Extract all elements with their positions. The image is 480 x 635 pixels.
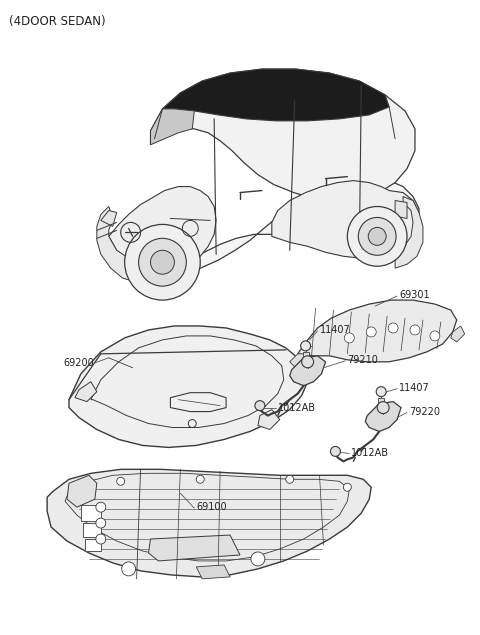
Text: 69200: 69200 (63, 358, 94, 368)
Circle shape (96, 534, 106, 544)
Circle shape (255, 401, 265, 411)
Polygon shape (298, 300, 457, 362)
Polygon shape (290, 356, 325, 385)
Circle shape (196, 476, 204, 483)
Circle shape (388, 323, 398, 333)
Polygon shape (69, 326, 308, 448)
Text: 69100: 69100 (196, 502, 227, 512)
Circle shape (151, 250, 174, 274)
Polygon shape (258, 410, 280, 429)
Polygon shape (101, 210, 117, 227)
Circle shape (139, 238, 186, 286)
Circle shape (251, 552, 265, 566)
Polygon shape (151, 109, 194, 145)
Circle shape (122, 562, 136, 576)
Polygon shape (109, 178, 419, 276)
Polygon shape (290, 354, 308, 368)
Text: 1012AB: 1012AB (351, 448, 389, 458)
Circle shape (96, 502, 106, 512)
Polygon shape (75, 382, 97, 401)
Polygon shape (196, 565, 230, 579)
Polygon shape (378, 398, 384, 410)
Circle shape (348, 206, 407, 266)
Polygon shape (83, 523, 101, 537)
Polygon shape (109, 187, 216, 272)
Text: 79210: 79210 (348, 355, 378, 365)
Circle shape (117, 478, 125, 485)
Circle shape (430, 331, 440, 341)
Text: 11407: 11407 (399, 383, 430, 392)
Polygon shape (395, 196, 423, 268)
Circle shape (377, 401, 389, 413)
Text: 11407: 11407 (320, 325, 350, 335)
Circle shape (410, 325, 420, 335)
Circle shape (368, 227, 386, 245)
Text: 79220: 79220 (409, 406, 440, 417)
Circle shape (300, 341, 311, 351)
Polygon shape (395, 201, 407, 218)
Circle shape (358, 217, 396, 255)
Polygon shape (148, 535, 240, 561)
Polygon shape (365, 401, 401, 432)
Circle shape (286, 476, 294, 483)
Text: 69301: 69301 (399, 290, 430, 300)
Circle shape (301, 356, 313, 368)
Polygon shape (162, 69, 389, 121)
Polygon shape (47, 469, 371, 577)
Text: 1012AB: 1012AB (278, 403, 316, 413)
Circle shape (330, 446, 340, 457)
Polygon shape (81, 505, 101, 521)
Circle shape (343, 483, 351, 491)
Polygon shape (67, 476, 97, 507)
Circle shape (96, 518, 106, 528)
Polygon shape (272, 180, 419, 258)
Polygon shape (97, 206, 148, 282)
Circle shape (125, 224, 200, 300)
Polygon shape (85, 539, 101, 551)
Circle shape (376, 387, 386, 397)
Text: (4DOOR SEDAN): (4DOOR SEDAN) (9, 15, 106, 29)
Polygon shape (451, 326, 465, 342)
Circle shape (366, 327, 376, 337)
Polygon shape (151, 69, 415, 201)
Polygon shape (302, 352, 309, 364)
Circle shape (344, 333, 354, 343)
